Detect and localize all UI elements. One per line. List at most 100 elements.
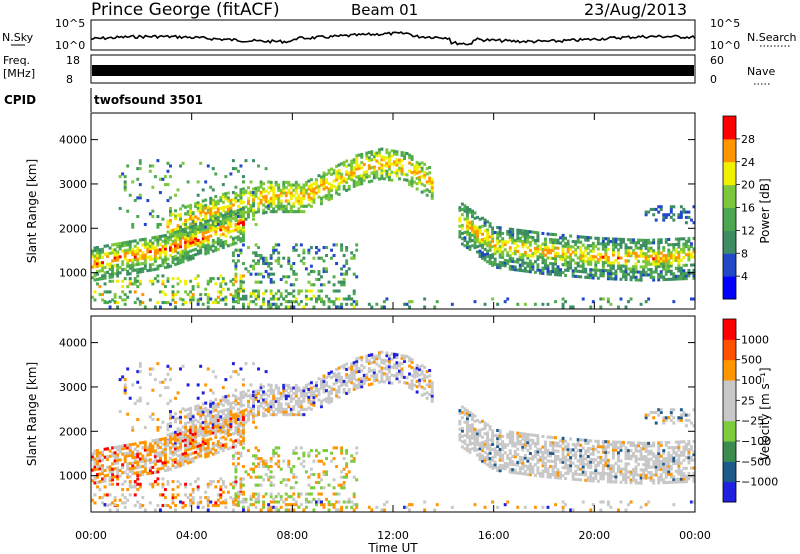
velocity-cell <box>322 379 326 383</box>
velocity-cell <box>488 425 492 429</box>
power-cell <box>294 297 298 301</box>
velocity-cell <box>340 378 344 382</box>
velocity-cell <box>184 421 188 426</box>
power-cell <box>639 278 643 282</box>
velocity-cell <box>211 444 215 448</box>
velocity-cell <box>458 422 462 426</box>
power-cell <box>204 217 208 221</box>
velocity-cell <box>224 397 228 401</box>
power-cell <box>292 289 296 293</box>
power-cell <box>252 204 255 208</box>
power-cell <box>186 226 190 230</box>
power-cell <box>518 228 522 233</box>
power-cell <box>400 151 404 155</box>
power-cell <box>211 211 215 215</box>
velocity-cell <box>463 441 467 445</box>
power-cell <box>269 262 273 266</box>
velocity-cell <box>236 503 240 507</box>
velocity-cell <box>226 407 230 411</box>
velocity-cell <box>133 493 137 497</box>
power-cell <box>289 292 293 296</box>
power-cell <box>403 154 406 158</box>
velocity-cell <box>312 459 316 463</box>
power-cell <box>211 241 215 245</box>
velocity-cell <box>460 410 464 414</box>
beam-title: Beam 01 <box>351 1 418 19</box>
velocity-cell <box>169 421 172 426</box>
velocity-cell <box>302 389 306 393</box>
velocity-cell <box>282 478 286 482</box>
power-cell <box>516 233 520 238</box>
velocity-cell <box>289 470 293 474</box>
power-cell <box>503 240 507 244</box>
power-cell <box>566 242 570 246</box>
power-cell <box>294 248 298 252</box>
power-cell <box>294 180 298 184</box>
power-cell <box>350 170 354 174</box>
velocity-cell <box>226 415 230 419</box>
power-cell <box>664 254 668 258</box>
power-cell <box>169 213 172 217</box>
power-cell <box>196 302 200 306</box>
power-cell <box>616 237 620 241</box>
power-cell <box>491 263 495 267</box>
power-cell <box>287 275 291 279</box>
velocity-cell <box>491 464 495 468</box>
velocity-cell <box>395 377 399 381</box>
power-cell <box>380 158 384 162</box>
power-cell <box>297 302 301 306</box>
velocity-cell <box>133 471 137 475</box>
power-cell <box>322 187 326 191</box>
power-cell <box>101 298 104 302</box>
power-cell <box>236 287 240 291</box>
power-cell <box>632 272 635 277</box>
velocity-cell <box>473 427 477 431</box>
velocity-cell <box>189 425 193 429</box>
power-cell <box>111 275 115 279</box>
velocity-cell <box>196 409 200 413</box>
power-cell <box>287 202 291 206</box>
power-cell <box>113 258 117 262</box>
power-cell <box>667 253 671 257</box>
power-cell <box>133 268 137 272</box>
velocity-cell <box>113 451 117 455</box>
power-cell <box>216 242 220 246</box>
power-cell <box>272 191 276 195</box>
power-cell <box>196 244 200 248</box>
power-cell <box>365 156 369 160</box>
power-cell <box>143 240 147 244</box>
power-cell <box>395 150 399 154</box>
velocity-cell <box>274 386 278 390</box>
velocity-cell <box>483 445 487 449</box>
velocity-cell <box>146 448 150 452</box>
power-cell <box>425 180 429 184</box>
velocity-cell <box>196 452 200 456</box>
velocity-cell <box>498 458 502 462</box>
power-cell <box>277 297 281 301</box>
power-cell <box>262 187 266 191</box>
velocity-cell <box>113 445 117 449</box>
power-cell <box>498 263 502 267</box>
velocity-cell <box>204 425 208 430</box>
power-cell <box>516 244 520 248</box>
power-cell <box>415 160 419 164</box>
power-cell <box>93 257 97 261</box>
power-cell <box>289 194 293 198</box>
velocity-cell <box>274 397 278 401</box>
power-cell <box>287 256 291 260</box>
power-cell <box>526 235 530 239</box>
velocity-cell <box>380 361 384 365</box>
velocity-cell <box>214 451 218 455</box>
power-cell <box>521 231 525 236</box>
power-cell <box>131 250 135 254</box>
power-cell <box>307 192 311 196</box>
velocity-cell <box>113 503 117 507</box>
velocity-cell <box>282 459 286 463</box>
power-cell <box>101 274 104 278</box>
power-cell <box>206 211 210 215</box>
velocity-cell <box>221 446 225 450</box>
power-cell <box>538 252 542 256</box>
power-cell <box>332 275 336 279</box>
velocity-cell <box>471 425 474 430</box>
power-cell <box>191 298 195 302</box>
